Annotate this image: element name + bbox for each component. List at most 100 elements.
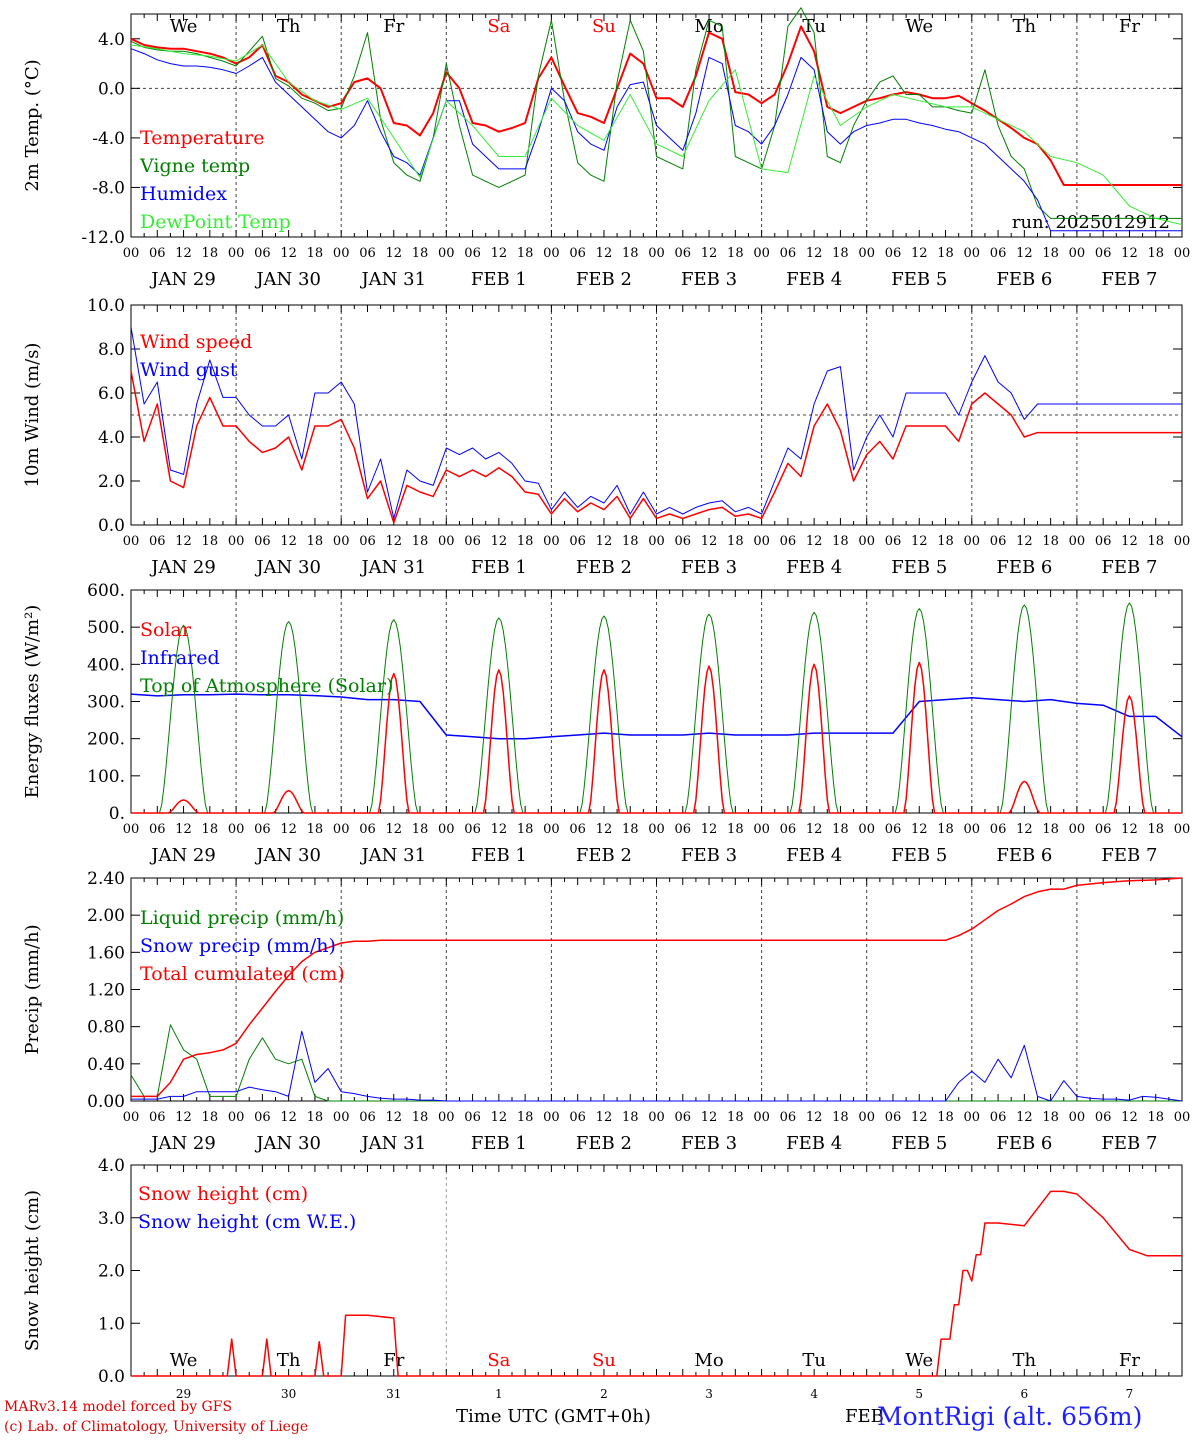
precip-hour-label: 12	[280, 1110, 297, 1125]
wind-hour-label: 06	[990, 534, 1007, 549]
temp-date-label: FEB 3	[681, 269, 737, 290]
temp-legend-entry: DewPoint Temp	[140, 211, 291, 233]
wind-hour-label: 18	[307, 534, 324, 549]
temp-date-label: FEB 6	[996, 269, 1052, 290]
energy-hour-label: 18	[1042, 822, 1059, 837]
wind-hour-label: 12	[175, 534, 192, 549]
temp-hour-label: 18	[412, 246, 429, 261]
energy-hour-label: 12	[491, 822, 508, 837]
wind-hour-label: 00	[123, 534, 140, 549]
wind-hour-label: 00	[543, 534, 560, 549]
energy-legend-entry: Solar	[140, 619, 192, 641]
weekday-label: We	[905, 1350, 933, 1371]
energy-hour-label: 18	[937, 822, 954, 837]
weekday-label: Th	[277, 1350, 301, 1371]
snow-day-number: 30	[281, 1387, 296, 1400]
precip-y-tick-label: 0.00	[87, 1092, 125, 1112]
wind-hour-label: 12	[280, 534, 297, 549]
wind-hour-label: 06	[569, 534, 586, 549]
energy-hour-label: 18	[1147, 822, 1164, 837]
wind-hour-label: 06	[149, 534, 166, 549]
snow-day-number: 31	[386, 1387, 401, 1400]
temp-hour-label: 12	[175, 246, 192, 261]
precip-hour-label: 06	[780, 1110, 797, 1125]
snow-day-number: 1	[495, 1387, 503, 1400]
snow-y-tick-label: 0.0	[98, 1367, 125, 1387]
temp-hour-label: 18	[832, 246, 849, 261]
precip-hour-label: 00	[123, 1110, 140, 1125]
energy-hour-label: 00	[753, 822, 770, 837]
energy-hour-label: 06	[885, 822, 902, 837]
precip-hour-label: 00	[648, 1110, 665, 1125]
temp-hour-label: 00	[648, 246, 665, 261]
wind-y-tick-label: 8.0	[98, 340, 125, 360]
precip-date-label: FEB 6	[996, 1133, 1052, 1154]
precip-date-label: JAN 30	[254, 1133, 321, 1154]
wind-hour-label: 00	[1174, 534, 1191, 549]
wind-series-line	[130, 326, 1182, 519]
precip-hour-label: 00	[543, 1110, 560, 1125]
temp-y-tick-label: -12.0	[81, 228, 125, 248]
precip-date-label: JAN 31	[359, 1133, 426, 1154]
precip-date-label: FEB 4	[786, 1133, 842, 1154]
snow-day-number: 5	[915, 1387, 923, 1400]
energy-y-axis-label: Energy fluxes (W/m²)	[22, 605, 43, 799]
wind-hour-label: 12	[385, 534, 402, 549]
precip-hour-label: 00	[333, 1110, 350, 1125]
energy-hour-label: 06	[569, 822, 586, 837]
energy-hour-label: 12	[280, 822, 297, 837]
wind-date-label: FEB 6	[996, 557, 1052, 578]
precip-hour-label: 18	[517, 1110, 534, 1125]
energy-hour-label: 18	[517, 822, 534, 837]
wind-hour-label: 00	[648, 534, 665, 549]
temp-series-line	[130, 7, 1182, 219]
credit-lab: (c) Lab. of Climatology, University of L…	[4, 1419, 309, 1435]
energy-hour-label: 06	[1095, 822, 1112, 837]
energy-date-label: FEB 3	[681, 845, 737, 866]
temp-hour-label: 06	[359, 246, 376, 261]
snow-day-number: 4	[810, 1387, 818, 1400]
precip-hour-label: 18	[1147, 1110, 1164, 1125]
precip-hour-label: 06	[675, 1110, 692, 1125]
energy-legend-entry: Top of Atmosphere (Solar)	[140, 675, 393, 697]
temp-hour-label: 06	[569, 246, 586, 261]
precip-hour-label: 12	[701, 1110, 718, 1125]
precip-hour-label: 00	[858, 1110, 875, 1125]
energy-hour-label: 00	[123, 822, 140, 837]
wind-hour-label: 12	[911, 534, 928, 549]
precip-hour-label: 12	[1121, 1110, 1138, 1125]
precip-hour-label: 06	[885, 1110, 902, 1125]
weekday-label: Su	[592, 1350, 616, 1371]
weekday-label: We	[170, 1350, 198, 1371]
precip-hour-label: 18	[307, 1110, 324, 1125]
energy-hour-label: 06	[359, 822, 376, 837]
weekday-label: Th	[277, 16, 301, 37]
wind-date-label: FEB 2	[576, 557, 632, 578]
precip-legend-entry: Total cumulated (cm)	[140, 963, 345, 985]
precip-hour-label: 06	[149, 1110, 166, 1125]
precip-date-label: JAN 29	[149, 1133, 216, 1154]
precip-hour-label: 18	[412, 1110, 429, 1125]
precip-y-tick-label: 0.80	[87, 1018, 125, 1038]
temp-hour-label: 12	[911, 246, 928, 261]
weekday-label: Mo	[694, 1350, 723, 1371]
weekday-label: Th	[1013, 1350, 1037, 1371]
snow-legend-entry: Snow height (cm)	[138, 1183, 308, 1205]
temp-legend-entry: Humidex	[140, 183, 227, 205]
temp-hour-label: 00	[1069, 246, 1086, 261]
precip-hour-label: 00	[1174, 1110, 1191, 1125]
snow-y-tick-label: 3.0	[98, 1209, 125, 1229]
energy-hour-label: 12	[385, 822, 402, 837]
wind-date-label: FEB 4	[786, 557, 842, 578]
energy-hour-label: 00	[438, 822, 455, 837]
wind-hour-label: 06	[675, 534, 692, 549]
snow-legend-entry: Snow height (cm W.E.)	[138, 1211, 356, 1233]
energy-hour-label: 00	[648, 822, 665, 837]
precip-y-tick-label: 2.00	[87, 906, 125, 926]
wind-hour-label: 00	[858, 534, 875, 549]
precip-hour-label: 12	[1016, 1110, 1033, 1125]
precip-hour-label: 06	[990, 1110, 1007, 1125]
energy-hour-label: 06	[780, 822, 797, 837]
energy-hour-label: 06	[675, 822, 692, 837]
wind-date-label: JAN 31	[359, 557, 426, 578]
